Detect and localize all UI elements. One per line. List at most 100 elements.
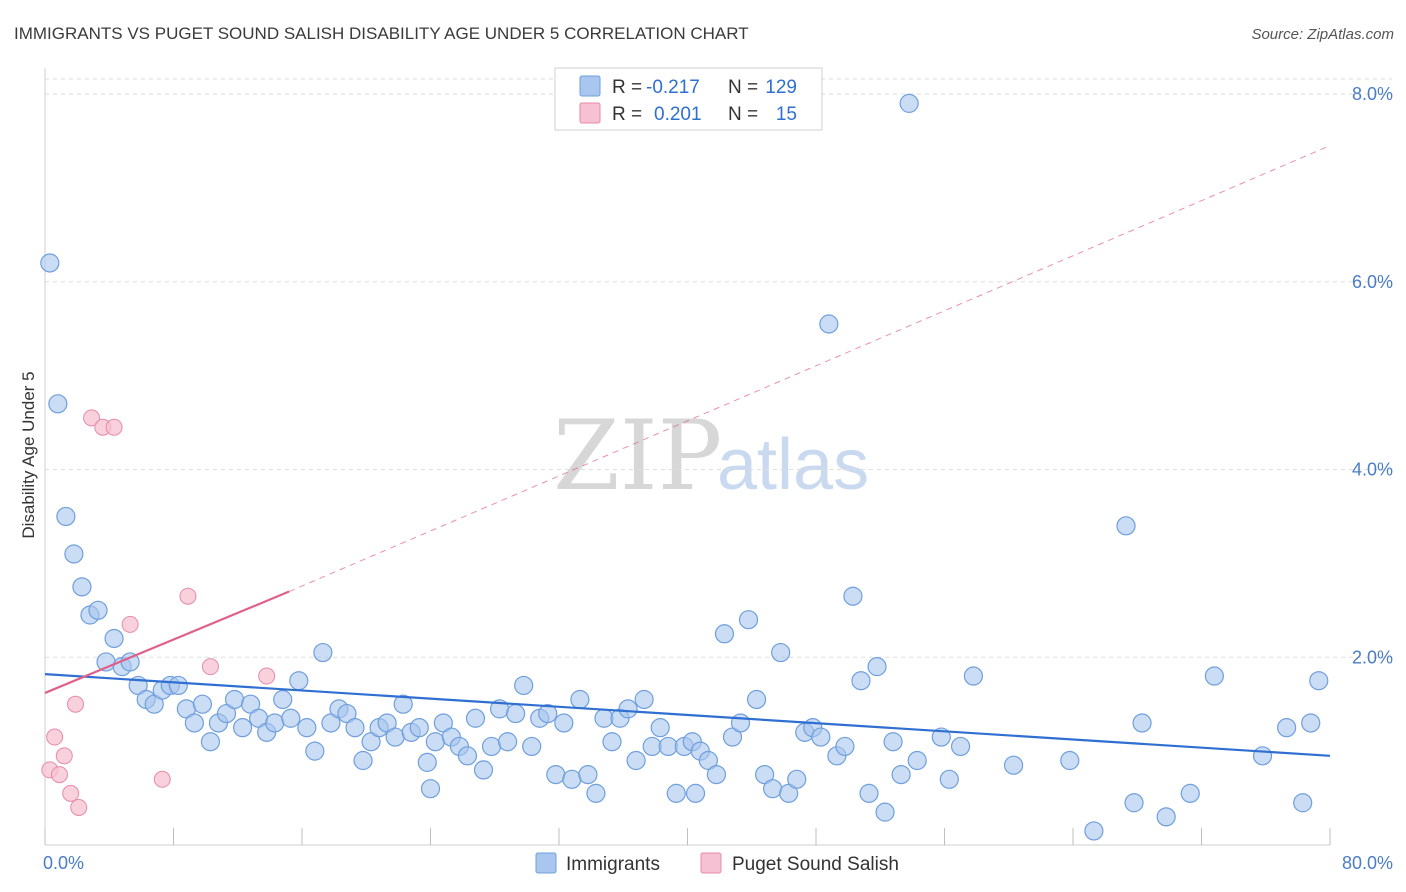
immigrant-point-106 [891, 764, 911, 785]
immigrant-point-33 [305, 741, 325, 761]
chart-source: Source: ZipAtlas.com [1251, 26, 1394, 43]
immigrant-point-91 [771, 642, 791, 663]
salish-point-11 [153, 770, 171, 788]
immigrant-point-23 [224, 689, 245, 710]
watermark-atlas: atlas [717, 425, 869, 505]
salish-point-3 [55, 747, 73, 765]
immigrant-point-28 [265, 713, 285, 733]
salish-trend-line-solid [44, 590, 290, 694]
immigrant-point-1 [48, 394, 68, 414]
immigrant-point-77 [658, 736, 678, 757]
immigrant-point-101 [851, 671, 871, 691]
immigrant-point-34 [313, 642, 333, 663]
legend-swatch-puget-sound-salish [579, 102, 601, 124]
immigrant-point-105 [883, 732, 903, 752]
immigrant-point-117 [1132, 713, 1152, 733]
immigrant-point-62 [538, 703, 558, 724]
immigrant-point-110 [939, 769, 959, 789]
immigrant-point-64 [554, 713, 574, 733]
immigrant-point-97 [819, 314, 839, 334]
legend-n-label-0: N = [728, 77, 758, 98]
immigrant-point-99 [835, 736, 855, 757]
salish-point-4 [62, 784, 80, 802]
immigrant-point-31 [289, 671, 309, 691]
immigrant-point-57 [498, 732, 518, 752]
immigrant-point-47 [417, 752, 437, 772]
immigrant-point-127 [420, 779, 441, 799]
immigrant-point-123 [1293, 793, 1313, 813]
immigrant-point-118 [1156, 807, 1176, 827]
immigrant-point-70 [602, 732, 622, 752]
salish-point-12 [179, 587, 197, 605]
immigrant-point-54 [473, 760, 494, 780]
immigrant-point-3 [64, 544, 84, 564]
immigrant-point-96 [811, 727, 831, 747]
immigrant-point-2 [56, 506, 76, 527]
salish-trend-line-dashed [288, 145, 1331, 592]
immigrant-point-67 [578, 764, 598, 785]
immigrant-point-4 [72, 577, 92, 597]
immigrant-point-76 [650, 718, 670, 738]
immigrant-point-44 [393, 694, 413, 714]
legend-n-value-1: 15 [776, 104, 797, 125]
y-tick-labels: 2.0% 4.0% 6.0% 8.0% [1352, 84, 1393, 667]
immigrant-point-68 [586, 783, 606, 803]
y-tick-label-0: 2.0% [1352, 647, 1393, 667]
salish-point-10 [121, 615, 139, 633]
immigrant-point-124 [1301, 713, 1321, 733]
watermark-zip: ZIP [553, 400, 722, 512]
immigrant-point-19 [192, 694, 213, 714]
immigrant-point-128 [950, 736, 971, 757]
legend-r-label-0: R = [612, 77, 642, 98]
immigrant-point-104 [875, 802, 895, 822]
immigrant-point-103 [867, 657, 887, 677]
legend-swatch-immigrants [579, 75, 601, 97]
immigrant-point-32 [297, 718, 317, 738]
immigrant-point-120 [1204, 666, 1224, 686]
salish-point-2 [50, 766, 68, 784]
immigrant-point-24 [232, 718, 253, 738]
immigrant-point-52 [457, 746, 478, 766]
immigrant-point-102 [859, 783, 879, 803]
salish-point-6 [70, 798, 88, 816]
immigrant-point-86 [730, 713, 751, 733]
legend-r-value-0: -0.217 [646, 77, 700, 98]
immigrant-point-121 [1252, 746, 1273, 766]
salish-point-1 [46, 728, 64, 746]
immigrant-point-69 [594, 708, 614, 728]
immigrant-point-75 [642, 736, 662, 757]
immigrant-point-113 [1060, 750, 1080, 771]
immigrant-point-84 [714, 624, 735, 644]
immigrant-point-58 [506, 703, 526, 724]
immigrant-point-55 [481, 736, 502, 757]
salish-point-7 [83, 409, 101, 427]
immigrant-point-63 [546, 764, 566, 785]
immigrants-points [40, 93, 1329, 841]
immigrant-point-107 [899, 93, 919, 113]
immigrant-point-20 [200, 732, 221, 752]
immigrant-point-122 [1277, 718, 1297, 738]
legend-r-value-1: 0.201 [654, 104, 702, 125]
immigrant-point-126 [685, 783, 706, 803]
bottom-legend-swatch-immigrants [535, 852, 557, 874]
immigrant-point-115 [1116, 516, 1136, 536]
immigrant-point-39 [353, 750, 373, 771]
immigrant-point-116 [1124, 793, 1144, 813]
x-tick-labels: 0.0% 80.0% [43, 853, 1393, 873]
immigrant-point-125 [1309, 671, 1329, 691]
immigrant-point-112 [1003, 755, 1024, 775]
immigrant-point-38 [345, 718, 365, 738]
trend-lines [44, 145, 1331, 757]
immigrant-point-59 [514, 675, 534, 696]
y-axis-label: Disability Age Under 5 [19, 371, 38, 538]
immigrant-point-66 [570, 689, 590, 710]
immigrants-trend-line [44, 673, 1331, 757]
puget-sound-salish-points [41, 409, 276, 816]
legend-r-label-1: R = [612, 104, 642, 125]
immigrant-point-18 [184, 713, 204, 733]
watermark: ZIP atlas [553, 400, 869, 512]
immigrant-point-93 [787, 769, 807, 789]
legend-n-value-0: 129 [765, 77, 797, 98]
chart-title: IMMIGRANTS VS PUGET SOUND SALISH DISABIL… [14, 24, 749, 43]
